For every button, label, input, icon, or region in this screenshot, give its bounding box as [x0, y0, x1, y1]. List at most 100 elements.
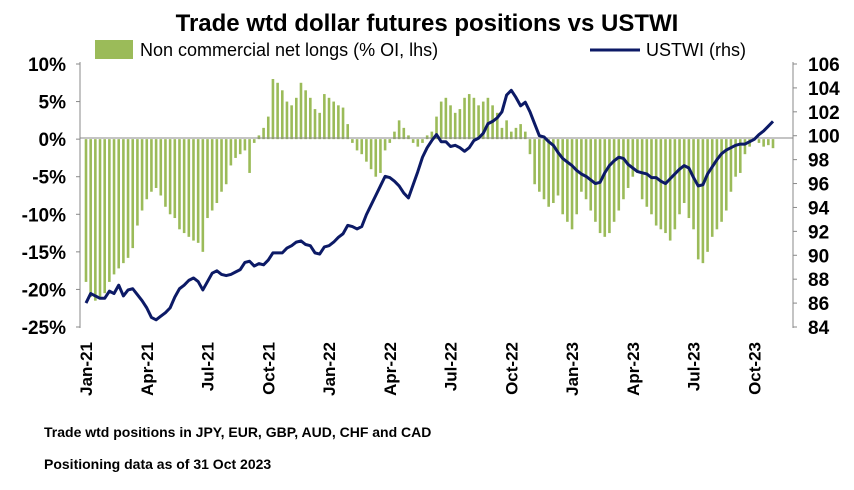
bar: [654, 139, 658, 226]
bar: [299, 82, 303, 140]
bar: [388, 139, 392, 143]
bar: [304, 90, 307, 140]
bar: [570, 139, 574, 230]
bar: [612, 139, 616, 222]
bar: [561, 139, 564, 215]
right-tick-label: 104: [808, 79, 840, 100]
bar: [486, 97, 490, 140]
bar: [668, 139, 672, 241]
bar: [425, 135, 429, 140]
bar: [505, 120, 508, 140]
bar: [580, 139, 583, 192]
bar: [280, 90, 284, 140]
bar: [266, 116, 270, 140]
bar: [608, 139, 611, 234]
bar: [407, 135, 410, 140]
bar: [514, 127, 518, 140]
bar: [337, 105, 340, 140]
bar: [252, 139, 256, 143]
right-tick-label: 98: [808, 151, 829, 172]
left-tick-label: -20%: [22, 280, 66, 301]
bar: [696, 139, 700, 260]
bar: [341, 107, 345, 140]
bar: [636, 139, 639, 173]
bar: [285, 101, 289, 140]
bar: [234, 139, 237, 158]
x-tick-label: Jul-22: [442, 342, 461, 391]
bar: [528, 139, 532, 155]
bar: [659, 139, 663, 230]
bar: [295, 97, 298, 140]
bar: [594, 139, 597, 222]
bar: [509, 131, 513, 140]
bar: [771, 139, 775, 149]
bar: [201, 139, 205, 252]
bar: [692, 139, 695, 230]
bar: [332, 101, 335, 140]
bar: [173, 139, 177, 219]
bar: [566, 139, 569, 222]
left-tick-label: 0%: [39, 130, 67, 151]
bar: [379, 139, 382, 173]
bar: [309, 97, 312, 140]
bar: [103, 139, 106, 294]
legend-bar-swatch: [95, 40, 133, 59]
bar: [687, 139, 691, 219]
bar: [271, 79, 275, 140]
bar: [360, 139, 364, 155]
bar: [140, 139, 144, 211]
bar: [126, 139, 130, 258]
ustwi-line: [84, 88, 775, 322]
bar: [757, 139, 761, 143]
bar: [365, 139, 368, 162]
bar: [439, 101, 443, 140]
bar: [84, 139, 88, 282]
bar: [168, 139, 172, 215]
bar: [715, 139, 719, 230]
bar: [435, 116, 438, 140]
bar: [678, 139, 681, 215]
bar: [229, 139, 233, 166]
bar: [98, 139, 102, 300]
left-tick-label: -15%: [22, 243, 66, 264]
bar: [248, 139, 251, 173]
bar: [631, 139, 635, 177]
bar: [355, 139, 359, 151]
bar: [117, 139, 121, 269]
bar: [444, 97, 448, 140]
bar: [720, 139, 723, 222]
right-tick-label: 88: [808, 270, 829, 291]
bar: [108, 139, 111, 282]
bar: [622, 139, 625, 200]
x-tick-label: Oct-21: [259, 342, 278, 395]
bar: [767, 139, 770, 146]
chart-title: Trade wtd dollar futures positions vs US…: [176, 10, 679, 37]
bar: [538, 139, 541, 192]
bar: [463, 97, 466, 140]
bar: [323, 94, 326, 140]
right-tick-label: 86: [808, 294, 829, 315]
bar: [458, 109, 462, 140]
left-tick-label: -5%: [32, 168, 66, 189]
x-tick-label: Jan-23: [563, 342, 582, 396]
x-tick-label: Oct-23: [745, 342, 764, 395]
bar: [154, 139, 158, 188]
bar: [734, 139, 737, 177]
bar: [664, 139, 667, 234]
bar: [215, 139, 219, 204]
bar-series: [84, 79, 775, 301]
bar: [192, 139, 195, 241]
bar: [402, 127, 406, 140]
bar: [131, 139, 135, 249]
bar: [449, 105, 452, 140]
bar: [318, 112, 321, 140]
x-tick-label: Apr-22: [381, 342, 400, 396]
bar: [94, 139, 97, 301]
bar: [556, 139, 560, 196]
bar: [421, 139, 424, 143]
left-tick-label: -25%: [22, 318, 66, 339]
legend-bar-label: Non commercial net longs (% OI, lhs): [140, 40, 438, 60]
right-tick-label: 84: [808, 318, 830, 339]
